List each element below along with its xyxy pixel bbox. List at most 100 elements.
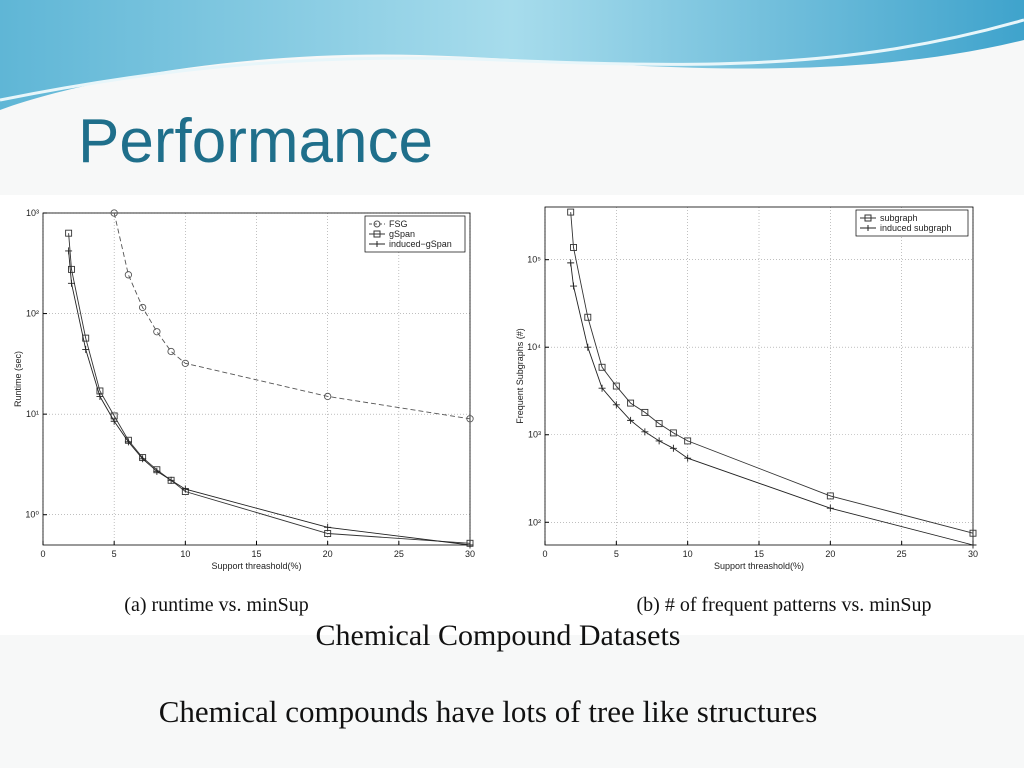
- x-tick-label: 30: [465, 549, 475, 559]
- x-tick-label: 10: [683, 549, 693, 559]
- marker: [167, 347, 175, 356]
- x-tick-label: 5: [112, 549, 117, 559]
- slide-subtitle: Chemical Compound Datasets: [316, 619, 681, 652]
- x-tick-label: 20: [825, 549, 835, 559]
- marker: [110, 209, 118, 217]
- chart-caption: (a) runtime vs. minSup: [124, 594, 308, 616]
- marker: [567, 208, 575, 216]
- marker: [82, 334, 90, 342]
- y-tick-label: 10³: [26, 208, 39, 218]
- legend-label: induced−gSpan: [389, 239, 452, 249]
- legend-box: [855, 209, 969, 237]
- header-wave: [0, 0, 1024, 110]
- marker: [139, 455, 147, 463]
- marker: [641, 428, 649, 436]
- x-tick-label: 15: [251, 549, 261, 559]
- marker: [598, 384, 606, 392]
- marker: [598, 363, 606, 371]
- y-axis-label: Runtime (sec): [13, 351, 23, 407]
- marker: [96, 392, 104, 400]
- legend-marker: [373, 230, 381, 238]
- x-tick-label: 15: [754, 549, 764, 559]
- charts: 0 5 10 15 20 25 30 10⁰ 10¹ 10² 10³ Support threasho…: [13, 206, 978, 616]
- header-stripe: [0, 18, 1024, 102]
- marker: [684, 454, 692, 462]
- legend-marker: [864, 214, 872, 222]
- legend-marker: [865, 225, 871, 231]
- x-tick-label: 0: [542, 549, 547, 559]
- marker: [627, 399, 635, 407]
- marker: [570, 282, 578, 290]
- series-line: [68, 250, 471, 546]
- legend-marker: [373, 220, 381, 228]
- marker: [153, 328, 161, 336]
- marker: [627, 416, 635, 424]
- y-tick-label: 10²: [26, 309, 39, 319]
- legend-label: induced subgraph: [880, 223, 952, 233]
- x-tick-label: 0: [40, 549, 45, 559]
- marker: [68, 265, 75, 273]
- series-line: [570, 212, 974, 534]
- x-axis-label: Support threashold(%): [211, 561, 301, 571]
- y-tick-label: 10⁰: [25, 510, 39, 520]
- marker: [567, 259, 575, 267]
- plot-frame: [42, 212, 471, 546]
- marker: [65, 247, 73, 255]
- marker: [181, 485, 189, 493]
- y-axis-label: Frequent Subgraphs (#): [515, 328, 525, 424]
- x-tick-label: 25: [897, 549, 907, 559]
- marker: [466, 415, 474, 423]
- marker: [466, 541, 474, 549]
- slide-note: Chemical compounds have lots of tree lik…: [159, 694, 818, 729]
- marker: [826, 504, 834, 512]
- legend-label: subgraph: [880, 213, 918, 223]
- marker: [65, 229, 73, 237]
- marker: [181, 359, 189, 367]
- marker: [969, 529, 977, 537]
- marker: [655, 437, 663, 445]
- marker: [969, 541, 977, 549]
- marker: [153, 467, 161, 475]
- legend-label: FSG: [389, 219, 408, 229]
- marker: [324, 392, 332, 401]
- series-line: [68, 233, 471, 544]
- y-tick-label: 10⁵: [527, 255, 541, 265]
- y-tick-label: 10⁴: [527, 342, 541, 352]
- y-tick-label: 10³: [528, 430, 541, 440]
- marker: [612, 401, 620, 409]
- x-tick-label: 30: [968, 549, 978, 559]
- x-tick-label: 20: [323, 549, 333, 559]
- slide-title: Performance: [78, 107, 433, 176]
- legend-marker: [374, 241, 380, 247]
- marker: [570, 244, 577, 251]
- series-line: [570, 262, 974, 546]
- marker: [669, 429, 677, 437]
- x-tick-label: 10: [180, 549, 190, 559]
- marker: [124, 438, 132, 446]
- x-axis-label: Support threashold(%): [714, 561, 804, 571]
- chart-caption: (b) # of frequent patterns vs. minSup: [637, 594, 932, 616]
- marker: [669, 444, 677, 452]
- marker: [82, 345, 90, 353]
- marker: [110, 417, 118, 425]
- marker: [641, 408, 649, 416]
- marker: [124, 271, 133, 279]
- marker: [612, 382, 620, 390]
- y-tick-label: 10¹: [26, 409, 39, 419]
- marker: [138, 303, 147, 312]
- marker: [584, 313, 592, 321]
- marker: [826, 492, 834, 500]
- marker: [684, 437, 692, 445]
- x-tick-label: 25: [394, 549, 404, 559]
- plot-frame: [544, 206, 974, 546]
- marker: [167, 476, 175, 484]
- series-line: [113, 212, 471, 420]
- marker: [655, 420, 663, 428]
- x-tick-label: 5: [614, 549, 619, 559]
- marker: [584, 343, 592, 351]
- marker: [67, 279, 75, 287]
- y-tick-label: 10²: [528, 517, 541, 527]
- marker: [324, 523, 332, 531]
